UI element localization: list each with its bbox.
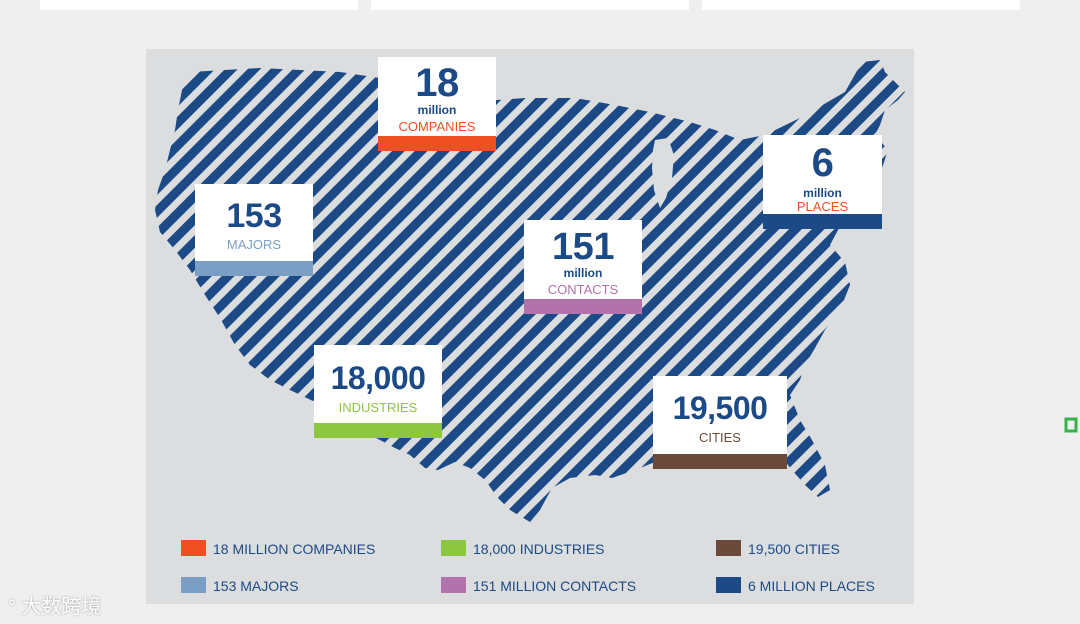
stat-box-industries: 18,000 INDUSTRIES <box>314 345 442 438</box>
stat-unit: million <box>417 103 457 117</box>
stat-label: CONTACTS <box>547 282 619 297</box>
stat-color-bar <box>524 299 642 314</box>
stat-color-bar <box>378 136 496 151</box>
legend-label: 151 MILLION CONTACTS <box>473 578 637 594</box>
legend-swatch <box>181 540 206 556</box>
stat-number: 19,500 <box>672 390 768 426</box>
stat-label: COMPANIES <box>398 119 476 134</box>
stat-color-bar <box>653 454 787 469</box>
top-card-2 <box>371 0 689 10</box>
legend-label: 18 MILLION COMPANIES <box>213 541 376 557</box>
stat-number: 18,000 <box>330 360 426 396</box>
stat-color-bar <box>314 423 442 438</box>
legend-swatch <box>716 577 741 593</box>
stat-number: 151 <box>552 226 614 268</box>
stat-label: PLACES <box>796 199 849 214</box>
stat-box-majors: 153 MAJORS <box>195 184 313 276</box>
top-card-3 <box>702 0 1020 10</box>
watermark-logo-icon: ᐤ <box>8 596 16 618</box>
stat-label: MAJORS <box>226 237 282 252</box>
legend-swatch <box>181 577 206 593</box>
stat-label: CITIES <box>699 430 741 445</box>
stat-label: INDUSTRIES <box>338 400 418 415</box>
legend-label: 18,000 INDUSTRIES <box>473 541 605 557</box>
edge-badge-icon <box>1064 417 1078 433</box>
stat-box-contacts: 151 million CONTACTS <box>524 220 642 314</box>
stat-unit: million <box>803 186 842 200</box>
top-card-1 <box>40 0 358 10</box>
stat-box-places: 6 million PLACES <box>763 135 882 229</box>
legend-label: 153 MAJORS <box>213 578 299 594</box>
great-lakes-gap <box>652 138 674 208</box>
legend-label: 19,500 CITIES <box>748 541 840 557</box>
stat-number: 6 <box>811 141 834 185</box>
stat-number: 153 <box>226 197 282 235</box>
stat-unit: million <box>563 266 603 280</box>
stat-color-bar <box>763 214 882 229</box>
watermark: ᐤ 大数跨境 <box>8 590 101 619</box>
legend-label: 6 MILLION PLACES <box>748 578 875 594</box>
legend-swatch <box>716 540 741 556</box>
stat-number: 18 <box>415 61 459 105</box>
stat-box-cities: 19,500 CITIES <box>653 376 787 469</box>
watermark-text: 大数跨境 <box>21 596 102 618</box>
stat-color-bar <box>195 261 313 276</box>
legend-swatch <box>441 577 466 593</box>
legend-swatch <box>441 540 466 556</box>
stat-box-companies: 18 million COMPANIES <box>378 57 496 151</box>
